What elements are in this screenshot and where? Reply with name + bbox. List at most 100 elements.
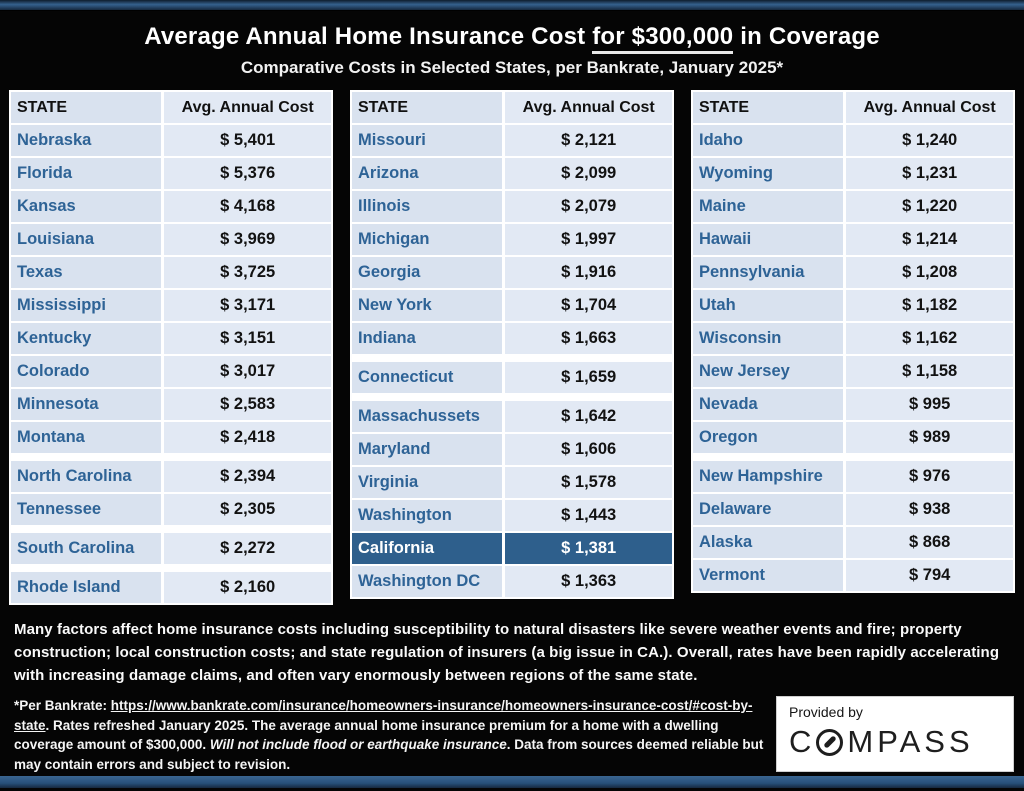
cost-value: $ 2,099	[505, 158, 672, 189]
table-row: Mississippi $ 3,171	[11, 290, 331, 321]
state-name: New York	[352, 290, 503, 321]
compass-o-icon	[816, 728, 844, 756]
cost-value: $ 1,663	[505, 323, 672, 354]
cost-column-header: Avg. Annual Cost	[164, 92, 331, 123]
table-row: Indiana $ 1,663	[352, 323, 672, 354]
state-name: Maryland	[352, 434, 503, 465]
footnote-prefix: *Per Bankrate:	[14, 698, 111, 713]
table-row: Tennessee $ 2,305	[11, 494, 331, 525]
provided-by-label: Provided by	[789, 704, 863, 720]
state-name: Nebraska	[11, 125, 162, 156]
state-name: North Carolina	[11, 461, 162, 492]
state-name: Hawaii	[693, 224, 844, 255]
table-row: Washington DC $ 1,363	[352, 566, 672, 597]
cost-value: $ 1,158	[846, 356, 1013, 387]
state-name: New Hampshire	[693, 461, 844, 492]
table-row: Utah $ 1,182	[693, 290, 1013, 321]
bankrate-source-link[interactable]: https://www.bankrate.com/insurance/homeo…	[14, 698, 753, 733]
table-row: Vermont $ 794	[693, 560, 1013, 591]
compass-needle-icon	[823, 735, 837, 749]
page-subtitle: Comparative Costs in Selected States, pe…	[240, 58, 784, 77]
table-row: Virginia $ 1,578	[352, 467, 672, 498]
state-name: Rhode Island	[11, 572, 162, 603]
state-name: California	[352, 533, 503, 564]
state-name: Idaho	[693, 125, 844, 156]
state-name: New Jersey	[693, 356, 844, 387]
state-name: Texas	[11, 257, 162, 288]
table-row: Louisiana $ 3,969	[11, 224, 331, 255]
cost-value: $ 1,214	[846, 224, 1013, 255]
cost-value: $ 1,659	[505, 362, 672, 393]
state-name: Alaska	[693, 527, 844, 558]
table-row: Pennsylvania $ 1,208	[693, 257, 1013, 288]
footnote-reliability-disclaimer: Data from sources deemed reliable but ma…	[14, 737, 764, 772]
table-row: Montana $ 2,418	[11, 422, 331, 453]
state-column-header: STATE	[693, 92, 844, 123]
state-name: Missouri	[352, 125, 503, 156]
state-name: Maine	[693, 191, 844, 222]
table-row: Maine $ 1,220	[693, 191, 1013, 222]
cost-value: $ 5,376	[164, 158, 331, 189]
table-header-row: STATE Avg. Annual Cost	[693, 92, 1013, 123]
table-row: Rhode Island $ 2,160	[11, 572, 331, 603]
title-pre: Average Annual Home Insurance Cost	[144, 23, 593, 50]
state-name: Minnesota	[11, 389, 162, 420]
cost-value: $ 1,162	[846, 323, 1013, 354]
state-name: Indiana	[352, 323, 503, 354]
cost-value: $ 3,151	[164, 323, 331, 354]
compass-logo-letter-c: C	[789, 724, 816, 759]
state-name: Arizona	[352, 158, 503, 189]
cost-value: $ 1,606	[505, 434, 672, 465]
table-row: Georgia $ 1,916	[352, 257, 672, 288]
title-underlined-coverage-amount: for $300,000	[592, 23, 734, 54]
cost-value: $ 2,305	[164, 494, 331, 525]
state-name: Virginia	[352, 467, 503, 498]
table-row: Oregon $ 989	[693, 422, 1013, 453]
cost-value: $ 1,704	[505, 290, 672, 321]
state-name: Georgia	[352, 257, 503, 288]
state-name: Florida	[11, 158, 162, 189]
page-title: Average Annual Home Insurance Cost for $…	[0, 20, 1024, 54]
state-name: Louisiana	[11, 224, 162, 255]
state-name: Mississippi	[11, 290, 162, 321]
state-name: Utah	[693, 290, 844, 321]
compass-logo-letters-mpass: MPASS	[847, 724, 974, 759]
footnote-italic-disclaimer: Will not include flood or earthquake ins…	[209, 737, 507, 752]
table-row: Idaho $ 1,240	[693, 125, 1013, 156]
title-post: in Coverage	[733, 23, 880, 50]
provider-logo-box: Provided by C MPASS	[776, 696, 1014, 772]
cost-value: $ 995	[846, 389, 1013, 420]
cost-value: $ 2,394	[164, 461, 331, 492]
state-name: Tennessee	[11, 494, 162, 525]
cost-value: $ 2,160	[164, 572, 331, 603]
cost-value: $ 1,381	[505, 533, 672, 564]
table-row: Colorado $ 3,017	[11, 356, 331, 387]
table-row: South Carolina $ 2,272	[11, 533, 331, 564]
table-row: Florida $ 5,376	[11, 158, 331, 189]
cost-value: $ 3,171	[164, 290, 331, 321]
table-row: Minnesota $ 2,583	[11, 389, 331, 420]
cost-value: $ 2,583	[164, 389, 331, 420]
bottom-accent-bar	[0, 776, 1024, 788]
footnote-middle: . Rates refreshed January 2025. The aver…	[14, 717, 719, 753]
table-row: Kentucky $ 3,151	[11, 323, 331, 354]
cost-value: $ 794	[846, 560, 1013, 591]
state-name: Kansas	[11, 191, 162, 222]
table-row: Missouri $ 2,121	[352, 125, 672, 156]
table-row: Massachussets $ 1,642	[352, 401, 672, 432]
cost-value: $ 1,363	[505, 566, 672, 597]
cost-value: $ 1,231	[846, 158, 1013, 189]
state-name: Colorado	[11, 356, 162, 387]
state-name: Connecticut	[352, 362, 503, 393]
footnote-after-italic: .	[506, 737, 515, 752]
header: Average Annual Home Insurance Cost for $…	[0, 11, 1024, 81]
cost-value: $ 868	[846, 527, 1013, 558]
table-row: New Jersey $ 1,158	[693, 356, 1013, 387]
cost-value: $ 5,401	[164, 125, 331, 156]
table-row: New Hampshire $ 976	[693, 461, 1013, 492]
cost-value: $ 2,079	[505, 191, 672, 222]
state-name: South Carolina	[11, 533, 162, 564]
state-column-header: STATE	[352, 92, 503, 123]
state-name: Washington DC	[352, 566, 503, 597]
table-row: Arizona $ 2,099	[352, 158, 672, 189]
